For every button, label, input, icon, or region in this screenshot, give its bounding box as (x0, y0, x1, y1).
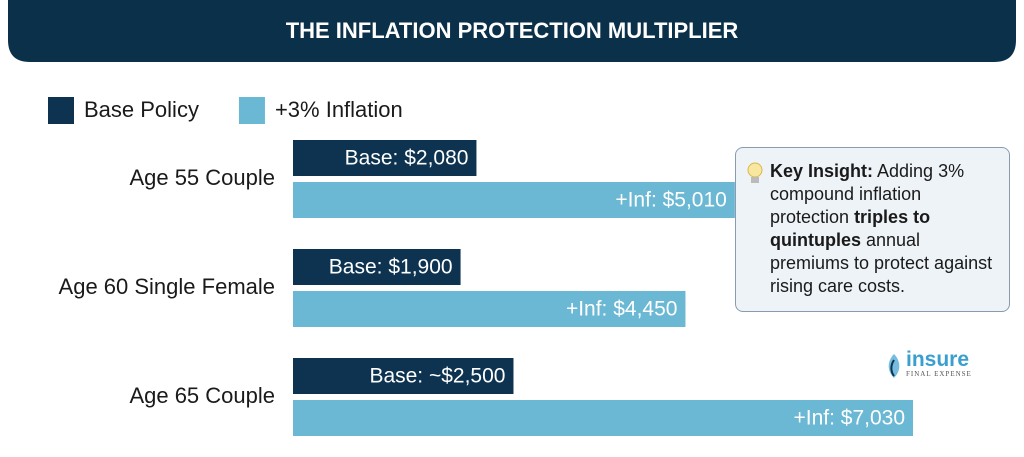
insight-emphasis: triples to quintuples (770, 207, 931, 250)
title-bar (8, 0, 1016, 62)
chart-title: THE INFLATION PROTECTION MULTIPLIER (286, 18, 739, 43)
legend-swatch (48, 97, 74, 124)
category-label: Age 55 Couple (129, 165, 275, 190)
bar (293, 140, 477, 176)
legend-label: Base Policy (84, 97, 199, 122)
value-label: Base: ~$2,500 (369, 365, 505, 388)
value-label: +Inf: $4,450 (566, 298, 678, 321)
value-label: Base: $1,900 (329, 256, 453, 279)
bar (293, 400, 913, 436)
logo: insure FINAL EXPENSE (884, 348, 994, 380)
value-label: Base: $2,080 (345, 147, 469, 170)
value-label: +Inf: $5,010 (615, 189, 727, 212)
bulb-icon (747, 162, 763, 183)
category-label: Age 65 Couple (129, 383, 275, 408)
legend-label: +3% Inflation (275, 97, 403, 122)
logo-tagline: FINAL EXPENSE (906, 370, 972, 378)
bar (293, 182, 735, 218)
value-label: +Inf: $7,030 (793, 407, 905, 430)
insight-text: Adding 3% compound inflation protection (770, 161, 965, 227)
logo-icon (888, 354, 900, 378)
category-label: Age 60 Single Female (59, 274, 275, 299)
bar (293, 291, 686, 327)
insight-title: Key Insight: (770, 161, 874, 181)
insight-text: annual premiums to protect against risin… (770, 230, 993, 296)
bar (293, 358, 514, 394)
bar (293, 249, 461, 285)
logo-name: insure (906, 348, 970, 371)
insight-box: Key Insight: Adding 3% compound inflatio… (735, 147, 1010, 312)
legend-swatch (238, 97, 265, 124)
